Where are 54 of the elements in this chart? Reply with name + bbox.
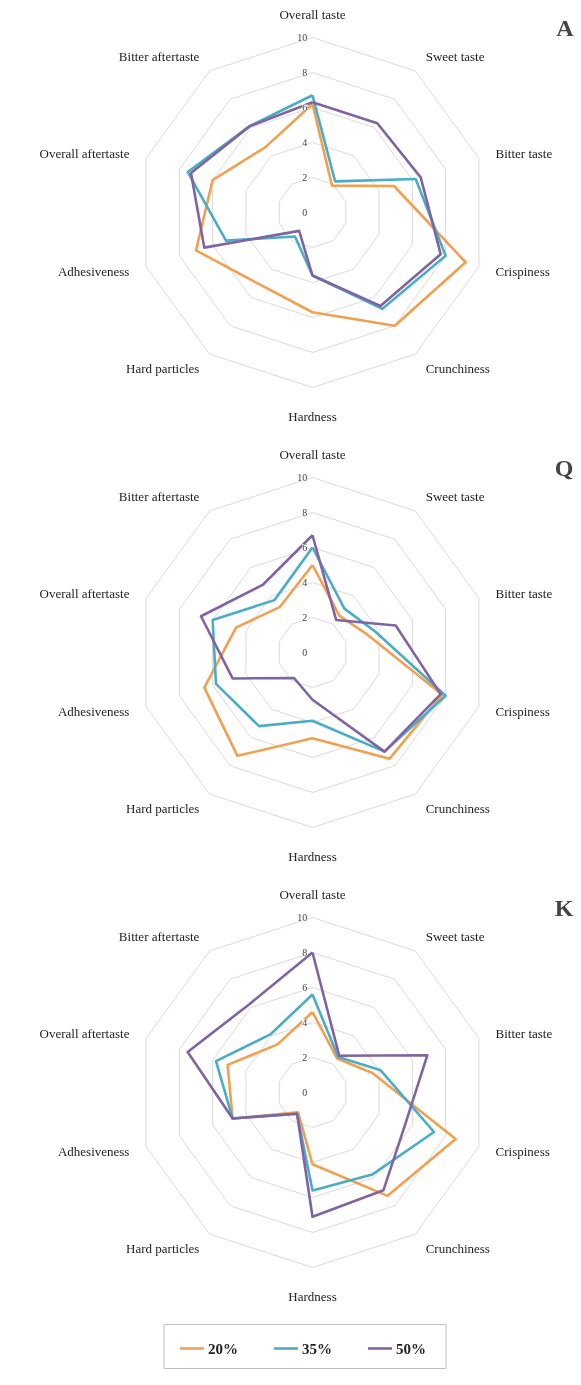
- spoke-label: Adhesiveness: [57, 1144, 130, 1160]
- y-tick-label: 4: [302, 1017, 308, 1028]
- legend-label: 50%: [396, 1340, 426, 1357]
- spoke-label: Crunchiness: [425, 360, 490, 376]
- spoke-label: Crispiness: [495, 704, 550, 720]
- spoke-label: Sweet taste: [425, 929, 485, 945]
- spoke-label: Bitter taste: [495, 1025, 553, 1041]
- spoke-label: Overall aftertaste: [39, 585, 130, 601]
- chart-title: A: [556, 14, 575, 41]
- y-tick-label: 10: [297, 32, 308, 43]
- spoke-label: Crispiness: [495, 264, 550, 280]
- y-tick-label: 2: [302, 172, 308, 183]
- chart-title: Q: [554, 454, 574, 481]
- y-tick-label: 4: [302, 137, 308, 148]
- y-tick-label: 4: [302, 577, 308, 588]
- y-tick-label: 6: [302, 102, 308, 113]
- spoke-label: Hardness: [288, 1288, 337, 1304]
- legend-label: 20%: [208, 1340, 238, 1357]
- y-tick-label: 8: [302, 947, 308, 958]
- spoke-label: Overall aftertaste: [39, 1025, 130, 1041]
- spoke-label: Bitter taste: [495, 585, 553, 601]
- spoke-label: Adhesiveness: [57, 704, 130, 720]
- spoke-label: Hardness: [288, 408, 337, 424]
- spoke-label: Overall aftertaste: [39, 145, 130, 161]
- spoke-label: Overall taste: [279, 886, 346, 902]
- y-tick-label: 6: [302, 542, 308, 553]
- spoke-label: Bitter aftertaste: [118, 489, 200, 505]
- spoke-label: Adhesiveness: [57, 264, 130, 280]
- spoke-label: Bitter taste: [495, 145, 553, 161]
- y-tick-label: 0: [302, 207, 308, 218]
- y-tick-label: 0: [302, 1087, 308, 1098]
- y-tick-label: 2: [302, 612, 308, 623]
- y-tick-label: 6: [302, 982, 308, 993]
- y-tick-label: 8: [302, 507, 308, 518]
- spoke-label: Overall taste: [279, 446, 346, 462]
- spoke-label: Bitter aftertaste: [118, 929, 200, 945]
- spoke-label: Bitter aftertaste: [118, 49, 200, 65]
- spoke-label: Crispiness: [495, 1144, 550, 1160]
- y-tick-label: 10: [297, 912, 308, 923]
- spoke-label: Crunchiness: [425, 800, 490, 816]
- y-tick-label: 2: [302, 1052, 308, 1063]
- y-tick-label: 10: [297, 472, 308, 483]
- spoke-label: Hard particles: [126, 1240, 200, 1256]
- chart-title: K: [554, 894, 574, 921]
- y-tick-label: 0: [302, 647, 308, 658]
- legend-label: 35%: [302, 1340, 332, 1357]
- spoke-label: Crunchiness: [425, 1240, 490, 1256]
- spoke-label: Overall taste: [279, 6, 346, 22]
- spoke-label: Hard particles: [126, 360, 200, 376]
- spoke-label: Hardness: [288, 848, 337, 864]
- y-tick-label: 8: [302, 67, 308, 78]
- spoke-label: Sweet taste: [425, 489, 485, 505]
- spoke-label: Hard particles: [126, 800, 200, 816]
- spoke-label: Sweet taste: [425, 49, 485, 65]
